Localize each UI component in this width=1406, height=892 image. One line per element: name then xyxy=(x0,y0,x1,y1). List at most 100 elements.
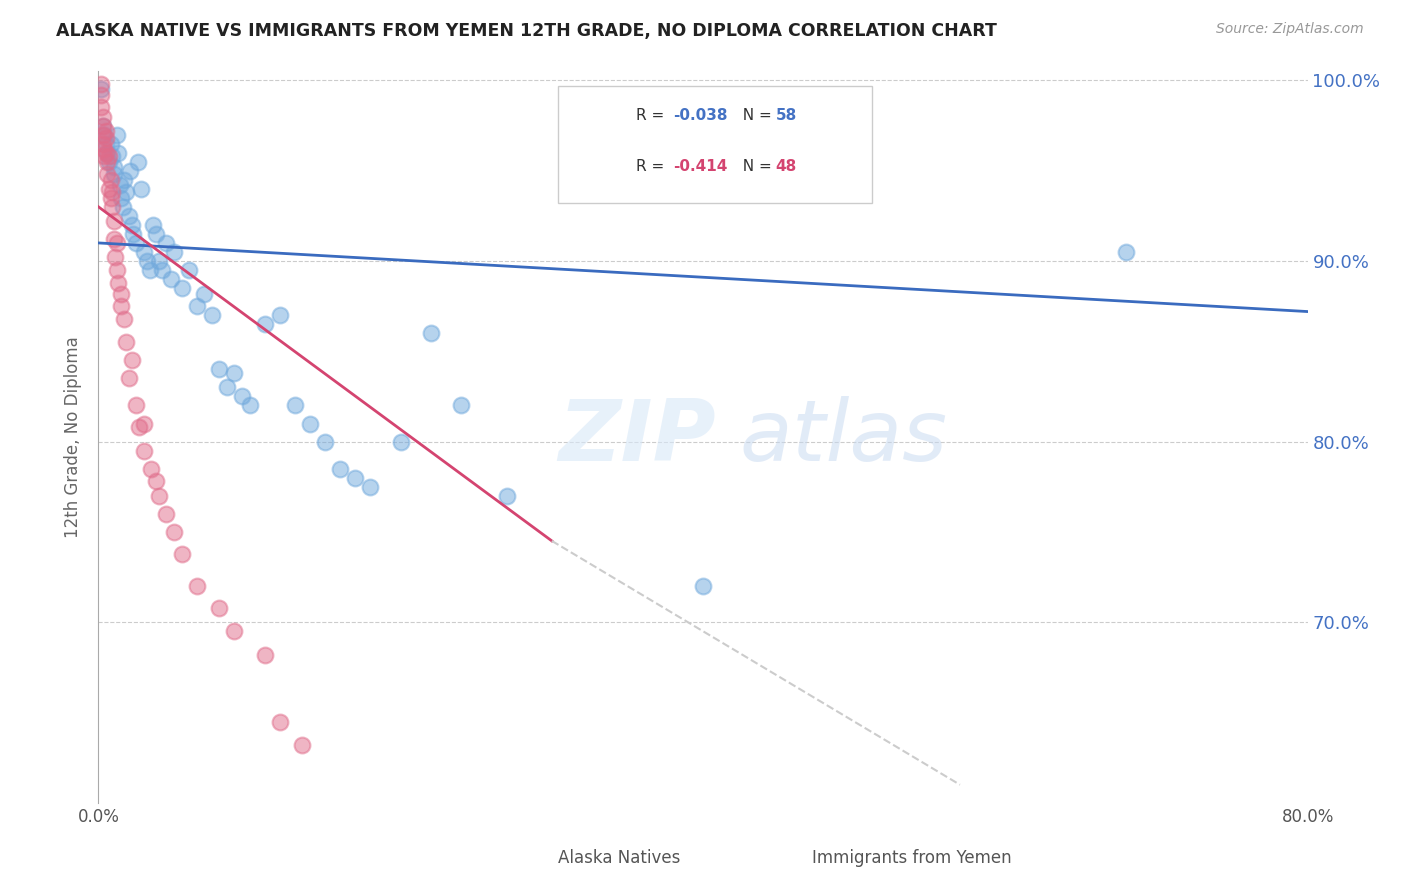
Point xyxy=(91,128,114,142)
Text: -0.038: -0.038 xyxy=(672,108,727,123)
Point xyxy=(93,149,115,163)
Point xyxy=(135,254,157,268)
Text: ZIP: ZIP xyxy=(558,395,716,479)
Point xyxy=(132,244,155,259)
Text: Alaska Natives: Alaska Natives xyxy=(558,848,681,867)
Point xyxy=(299,417,322,431)
Point xyxy=(112,311,135,326)
Point xyxy=(110,299,132,313)
Point xyxy=(100,136,122,151)
Point xyxy=(284,399,307,413)
Point xyxy=(121,218,143,232)
Point xyxy=(94,145,117,160)
Point xyxy=(125,399,148,413)
Point xyxy=(160,272,183,286)
Point xyxy=(108,178,131,193)
Point xyxy=(93,128,115,142)
Point xyxy=(98,154,121,169)
Point xyxy=(91,119,114,133)
Point xyxy=(127,154,149,169)
Point xyxy=(104,251,127,265)
Point xyxy=(141,461,163,475)
Point xyxy=(150,263,173,277)
Text: atlas: atlas xyxy=(740,395,948,479)
Point xyxy=(94,136,117,151)
Point xyxy=(105,128,128,142)
Point xyxy=(118,371,141,385)
Point xyxy=(132,417,155,431)
Point xyxy=(101,186,124,200)
Point xyxy=(101,149,124,163)
Point xyxy=(98,182,121,196)
Point xyxy=(90,100,112,114)
Text: ALASKA NATIVE VS IMMIGRANTS FROM YEMEN 12TH GRADE, NO DIPLOMA CORRELATION CHART: ALASKA NATIVE VS IMMIGRANTS FROM YEMEN 1… xyxy=(56,22,997,40)
Point xyxy=(98,149,121,163)
Point xyxy=(125,235,148,250)
Text: R =: R = xyxy=(637,159,669,174)
Point xyxy=(142,218,165,232)
Point xyxy=(118,209,141,223)
Point xyxy=(103,232,125,246)
Point xyxy=(148,489,170,503)
Point xyxy=(420,326,443,341)
Text: R =: R = xyxy=(637,108,669,123)
Point xyxy=(329,461,352,475)
Point xyxy=(105,235,128,250)
Text: N =: N = xyxy=(734,159,778,174)
Point xyxy=(121,353,143,368)
Point xyxy=(145,227,167,241)
Point xyxy=(120,163,142,178)
Text: Source: ZipAtlas.com: Source: ZipAtlas.com xyxy=(1216,22,1364,37)
Point xyxy=(344,471,367,485)
Text: Immigrants from Yemen: Immigrants from Yemen xyxy=(811,848,1011,867)
Point xyxy=(170,281,193,295)
Point xyxy=(186,299,208,313)
Point xyxy=(224,624,246,639)
Point xyxy=(1115,244,1137,259)
Point xyxy=(155,235,177,250)
Point xyxy=(155,507,177,521)
Text: N =: N = xyxy=(734,108,778,123)
Point xyxy=(253,317,276,331)
Point xyxy=(91,119,114,133)
Point xyxy=(91,110,114,124)
Point xyxy=(103,167,125,181)
Point xyxy=(208,600,231,615)
Point xyxy=(114,335,136,350)
FancyBboxPatch shape xyxy=(558,86,872,203)
Point xyxy=(224,366,246,380)
Point xyxy=(110,191,132,205)
Point xyxy=(314,434,336,449)
Point xyxy=(215,380,238,394)
Point xyxy=(269,308,291,322)
Point xyxy=(253,648,276,662)
Point xyxy=(148,254,170,268)
Point xyxy=(103,214,125,228)
Point xyxy=(269,714,291,729)
Point xyxy=(208,362,231,376)
Point xyxy=(163,244,186,259)
Point xyxy=(107,276,129,290)
Point xyxy=(201,308,224,322)
Point xyxy=(110,286,132,301)
Point xyxy=(129,182,152,196)
Text: -0.414: -0.414 xyxy=(672,159,727,174)
Point xyxy=(94,124,117,138)
Point xyxy=(100,172,122,186)
Point xyxy=(100,191,122,205)
Text: 58: 58 xyxy=(776,108,797,123)
Point xyxy=(170,547,193,561)
Point xyxy=(692,579,714,593)
Point xyxy=(96,154,118,169)
Point xyxy=(186,579,208,593)
Point xyxy=(139,263,162,277)
Point xyxy=(112,172,135,186)
Point xyxy=(111,200,134,214)
Point xyxy=(94,131,117,145)
Point xyxy=(495,489,517,503)
Point xyxy=(145,475,167,489)
Point xyxy=(96,167,118,181)
Point xyxy=(90,87,112,102)
Point xyxy=(389,434,412,449)
Point xyxy=(90,82,112,96)
